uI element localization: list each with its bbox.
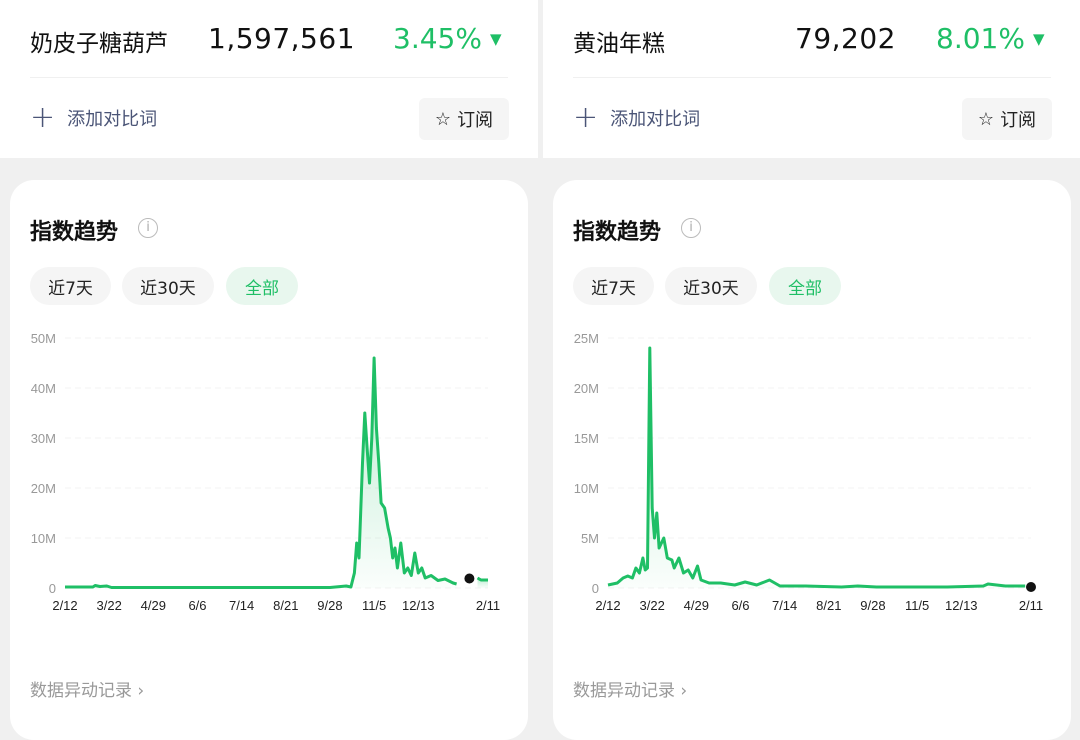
- index-trend-card: 指数趋势 i 近7天 近30天 全部 0 5M 10M 15M 20M 25M 2/12 3/…: [553, 180, 1071, 740]
- x-tick-label: 12/13: [402, 598, 435, 613]
- y-tick-label: 50M: [31, 331, 56, 346]
- keyword-panel-1: 奶皮子糖葫芦 1,597,561 3.45% ▼ + 添加对比词 ☆ 订阅 指数趋势…: [0, 0, 538, 740]
- y-tick-label: 20M: [31, 481, 56, 496]
- add-compare-button[interactable]: + 添加对比词: [30, 100, 158, 135]
- info-icon[interactable]: i: [138, 218, 158, 238]
- y-tick-label: 10M: [31, 531, 56, 546]
- series-line: [476, 576, 488, 582]
- y-tick-label: 5M: [581, 531, 599, 546]
- series-line: [607, 346, 1026, 589]
- range-30d-tab[interactable]: 近30天: [665, 267, 757, 305]
- divider: [573, 77, 1051, 78]
- section-title: 指数趋势: [30, 220, 119, 245]
- series-area: [608, 348, 1026, 588]
- change-percent: 8.01%: [936, 22, 1025, 55]
- x-tick-label: 9/28: [860, 598, 885, 613]
- plus-icon: +: [573, 100, 599, 135]
- index-trend-chart: 0 5M 10M 15M 20M 25M 2/12 3/22 4/29 6/6 7/14 8/21 9/…: [574, 331, 1043, 613]
- anomaly-record-link[interactable]: 数据异动记录 ›: [573, 681, 688, 701]
- index-value: 79,202: [795, 22, 896, 55]
- triangle-down-icon: ▼: [490, 30, 502, 48]
- subscribe-label: 订阅: [1000, 110, 1037, 131]
- info-icon[interactable]: i: [681, 218, 701, 238]
- y-tick-label: 15M: [574, 431, 599, 446]
- add-compare-label: 添加对比词: [610, 109, 701, 130]
- x-tick-label: 7/14: [772, 598, 797, 613]
- subscribe-button[interactable]: ☆ 订阅: [962, 98, 1052, 140]
- range-all-tab[interactable]: 全部: [226, 267, 298, 305]
- y-tick-label: 0: [592, 581, 599, 596]
- x-tick-label: 2/12: [52, 598, 77, 613]
- triangle-down-icon: ▼: [1033, 30, 1045, 48]
- x-tick-label: 11/5: [362, 598, 386, 613]
- x-tick-label: 3/22: [640, 598, 665, 613]
- range-all-tab[interactable]: 全部: [769, 267, 841, 305]
- y-tick-label: 40M: [31, 381, 56, 396]
- range-30d-tab[interactable]: 近30天: [122, 267, 214, 305]
- x-tick-label: 3/22: [97, 598, 122, 613]
- y-tick-label: 25M: [574, 331, 599, 346]
- divider: [30, 77, 508, 78]
- x-tick-label: 2/11: [1019, 598, 1043, 613]
- x-tick-label: 8/21: [273, 598, 298, 613]
- current-point-marker[interactable]: [464, 573, 475, 584]
- x-tick-label: 2/11: [476, 598, 500, 613]
- section-title: 指数趋势: [573, 220, 662, 245]
- index-trend-chart: 0 10M 20M 30M 40M 50M 2/12 3/22 4/29 6/6 7/14 8/21 9…: [31, 331, 500, 613]
- range-7d-tab[interactable]: 近7天: [30, 267, 111, 305]
- x-tick-label: 2/12: [595, 598, 620, 613]
- subscribe-label: 订阅: [457, 110, 494, 131]
- keyword-name: 黄油年糕: [573, 31, 665, 57]
- star-icon: ☆: [434, 108, 452, 130]
- x-tick-label: 7/14: [229, 598, 254, 613]
- add-compare-label: 添加对比词: [67, 109, 158, 130]
- star-icon: ☆: [977, 108, 995, 130]
- x-tick-label: 8/21: [816, 598, 841, 613]
- range-7d-tab[interactable]: 近7天: [573, 267, 654, 305]
- x-tick-label: 4/29: [684, 598, 709, 613]
- index-value: 1,597,561: [208, 22, 356, 55]
- keyword-header: 黄油年糕 79,202 8.01% ▼ + 添加对比词 ☆ 订阅: [543, 0, 1080, 158]
- x-tick-label: 9/28: [317, 598, 342, 613]
- x-tick-label: 4/29: [141, 598, 166, 613]
- series-line: [65, 356, 458, 589]
- keyword-name: 奶皮子糖葫芦: [30, 31, 168, 57]
- keyword-panel-2: 黄油年糕 79,202 8.01% ▼ + 添加对比词 ☆ 订阅 指数趋势 i 近7…: [543, 0, 1080, 740]
- subscribe-button[interactable]: ☆ 订阅: [419, 98, 509, 140]
- anomaly-record-link[interactable]: 数据异动记录 ›: [30, 681, 145, 701]
- change-percent: 3.45%: [393, 22, 482, 55]
- y-tick-label: 0: [49, 581, 56, 596]
- y-tick-label: 30M: [31, 431, 56, 446]
- x-tick-label: 6/6: [188, 598, 206, 613]
- y-tick-label: 20M: [574, 381, 599, 396]
- current-point-marker[interactable]: [1026, 582, 1036, 592]
- keyword-header: 奶皮子糖葫芦 1,597,561 3.45% ▼ + 添加对比词 ☆ 订阅: [0, 0, 538, 158]
- add-compare-button[interactable]: + 添加对比词: [573, 100, 701, 135]
- x-tick-label: 6/6: [731, 598, 749, 613]
- index-trend-card: 指数趋势 i 近7天 近30天 全部 0 10M 20M 30M 40M 50M 2/12 3…: [10, 180, 528, 740]
- plus-icon: +: [30, 100, 56, 135]
- x-tick-label: 12/13: [945, 598, 978, 613]
- y-tick-label: 10M: [574, 481, 599, 496]
- x-tick-label: 11/5: [905, 598, 929, 613]
